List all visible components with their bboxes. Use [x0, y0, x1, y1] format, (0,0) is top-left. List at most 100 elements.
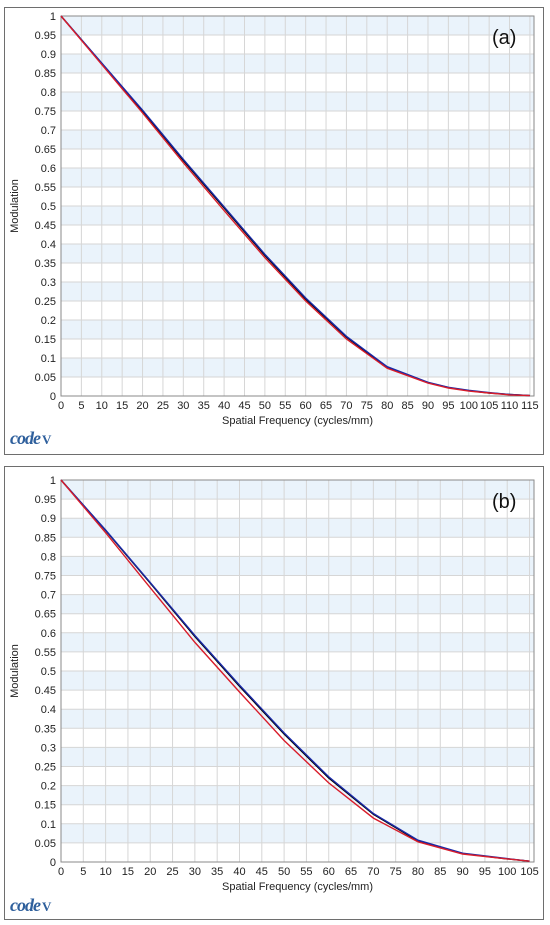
x-tick-label: 85	[434, 866, 446, 878]
grid-band	[61, 518, 534, 538]
x-tick-label: 0	[58, 400, 64, 412]
x-tick-label: 0	[58, 866, 64, 878]
grid-band	[61, 632, 534, 652]
y-axis-title: Modulation	[9, 179, 21, 233]
x-tick-label: 5	[80, 866, 86, 878]
codev-logo: code V	[10, 428, 51, 448]
x-tick-label: 50	[278, 866, 290, 878]
x-tick-label: 80	[381, 400, 393, 412]
x-tick-label: 80	[412, 866, 424, 878]
y-tick-label: 0	[50, 391, 56, 403]
y-tick-label: 0.8	[41, 87, 56, 99]
x-tick-label: 45	[256, 866, 268, 878]
y-axis-title: Modulation	[9, 644, 21, 698]
x-tick-label: 25	[166, 866, 178, 878]
y-tick-label: 0.6	[41, 163, 56, 175]
grid-band	[61, 54, 534, 73]
y-tick-label: 0.65	[35, 144, 56, 156]
x-tick-label: 105	[480, 400, 498, 412]
x-tick-label: 30	[177, 400, 189, 412]
x-tick-label: 15	[116, 400, 128, 412]
x-tick-label: 95	[479, 866, 491, 878]
y-tick-label: 0.05	[35, 372, 56, 384]
y-tick-label: 0.55	[35, 647, 56, 659]
grid-band	[61, 320, 534, 339]
x-tick-label: 60	[300, 400, 312, 412]
x-tick-label: 70	[367, 866, 379, 878]
grid-band	[61, 480, 534, 500]
x-tick-label: 100	[460, 400, 478, 412]
x-tick-label: 70	[340, 400, 352, 412]
x-tick-label: 25	[157, 400, 169, 412]
x-tick-label: 100	[498, 866, 516, 878]
grid-band	[61, 206, 534, 225]
y-tick-label: 0.4	[41, 704, 56, 716]
panel-label: (a)	[492, 27, 516, 49]
panel-label: (b)	[492, 491, 516, 513]
series-line-3	[60, 479, 530, 862]
x-tick-label: 45	[238, 400, 250, 412]
x-tick-label: 110	[501, 400, 519, 412]
y-tick-label: 0.9	[41, 49, 56, 61]
grid-band	[61, 168, 534, 187]
y-tick-label: 0.35	[35, 258, 56, 270]
y-tick-label: 0.05	[35, 838, 56, 850]
x-tick-label: 40	[218, 400, 230, 412]
y-tick-label: 0.75	[35, 106, 56, 118]
series-line-2	[60, 479, 530, 862]
y-tick-label: 0.1	[41, 353, 56, 365]
x-tick-label: 65	[345, 866, 357, 878]
x-tick-label: 35	[211, 866, 223, 878]
grid-band	[61, 92, 534, 111]
x-tick-label: 85	[401, 400, 413, 412]
grid-band	[61, 709, 534, 729]
x-tick-label: 55	[279, 400, 291, 412]
y-tick-label: 0	[50, 857, 56, 869]
x-tick-label: 65	[320, 400, 332, 412]
y-tick-label: 0.7	[41, 590, 56, 602]
y-tick-label: 0.2	[41, 315, 56, 327]
mtf-chart-b: 0 5 10 15 20 25 30 35 40 45 50 55 60 65 70 75 80 85 90 95 10…	[9, 475, 539, 893]
x-tick-label: 5	[78, 400, 84, 412]
x-axis-title: Spatial Frequency (cycles/mm)	[222, 415, 373, 427]
y-tick-label: 1	[50, 475, 56, 487]
x-tick-label: 75	[361, 400, 373, 412]
y-tick-label: 0.5	[41, 666, 56, 678]
codev-logo: code V	[10, 895, 51, 915]
x-tick-label: 10	[99, 866, 111, 878]
x-tick-label: 35	[198, 400, 210, 412]
y-tick-label: 0.65	[35, 609, 56, 621]
y-tick-label: 0.1	[41, 819, 56, 831]
grid-band	[61, 594, 534, 614]
y-tick-label: 0.25	[35, 296, 56, 308]
y-tick-label: 0.15	[35, 334, 56, 346]
grid-band	[61, 671, 534, 691]
y-tick-label: 1	[50, 11, 56, 23]
y-tick-label: 0.2	[41, 781, 56, 793]
x-tick-label: 15	[122, 866, 134, 878]
x-axis-title: Spatial Frequency (cycles/mm)	[222, 881, 373, 893]
grid-band	[61, 785, 534, 805]
grid-band	[61, 130, 534, 149]
mtf-chart-a: 0 5 10 15 20 25 30 35 40 45 50 55 60 65 70 75 80 85 90 95 10…	[9, 11, 539, 427]
y-tick-label: 0.4	[41, 239, 56, 251]
grid-band	[61, 244, 534, 263]
y-tick-label: 0.35	[35, 723, 56, 735]
x-tick-label: 30	[189, 866, 201, 878]
y-tick-label: 0.6	[41, 628, 56, 640]
y-tick-label: 0.45	[35, 220, 56, 232]
x-tick-label: 50	[259, 400, 271, 412]
y-tick-label: 0.75	[35, 571, 56, 583]
chart-panel-b: 0 5 10 15 20 25 30 35 40 45 50 55 60 65 70 75 80 85 90 95 10…	[4, 466, 544, 920]
y-tick-label: 0.8	[41, 551, 56, 563]
x-tick-label: 90	[422, 400, 434, 412]
y-tick-label: 0.95	[35, 30, 56, 42]
y-tick-label: 0.5	[41, 201, 56, 213]
x-tick-label: 115	[521, 400, 539, 412]
x-tick-label: 75	[390, 866, 402, 878]
x-tick-label: 10	[96, 400, 108, 412]
x-tick-label: 55	[300, 866, 312, 878]
grid-band	[61, 747, 534, 767]
y-tick-label: 0.9	[41, 513, 56, 525]
y-tick-label: 0.7	[41, 125, 56, 137]
